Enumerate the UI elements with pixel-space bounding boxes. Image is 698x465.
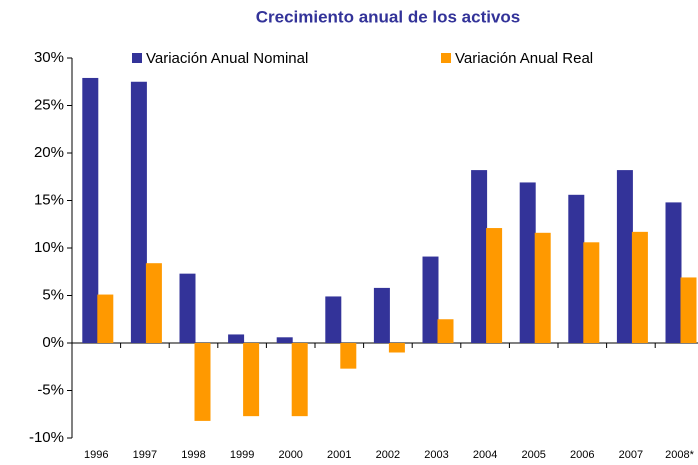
chart-title: Crecimiento anual de los activos — [256, 7, 521, 26]
x-tick-label: 2005 — [521, 449, 545, 461]
bar — [291, 343, 308, 417]
y-tick-label: 30% — [34, 49, 64, 66]
bar — [534, 232, 551, 343]
y-tick-label: 20% — [34, 144, 64, 161]
x-tick-label: 1997 — [133, 449, 157, 461]
y-tick-label: 5% — [42, 286, 64, 303]
bar — [568, 194, 585, 343]
bar — [373, 287, 390, 343]
y-tick-label: -5% — [37, 381, 64, 398]
bar — [388, 343, 405, 353]
bar — [422, 256, 439, 343]
x-tick-label: 2003 — [424, 449, 448, 461]
bar — [179, 273, 196, 343]
x-tick-label: 2004 — [473, 449, 497, 461]
x-tick-label: 1996 — [84, 449, 108, 461]
x-tick-label: 2006 — [570, 449, 594, 461]
legend-swatch — [441, 53, 451, 63]
bar — [437, 319, 454, 343]
bar — [276, 337, 293, 343]
x-tick-label: 2002 — [376, 449, 400, 461]
bar — [583, 242, 600, 343]
x-tick-label: 1998 — [181, 449, 205, 461]
x-tick-label: 2007 — [619, 449, 643, 461]
bar — [228, 334, 245, 343]
y-tick-label: -10% — [29, 429, 64, 446]
bar — [486, 228, 503, 343]
x-tick-label: 1999 — [230, 449, 254, 461]
bar — [519, 182, 536, 343]
bar — [130, 81, 147, 343]
y-tick-label: 0% — [42, 334, 64, 351]
x-tick-label: 2008* — [665, 449, 694, 461]
legend-label: Variación Anual Real — [455, 50, 593, 67]
bar — [325, 296, 342, 343]
bar — [82, 77, 99, 343]
bar — [340, 343, 357, 369]
legend-swatch — [132, 53, 142, 63]
bar — [145, 263, 162, 343]
x-tick-label: 2000 — [278, 449, 302, 461]
y-tick-label: 25% — [34, 96, 64, 113]
legend-label: Variación Anual Nominal — [146, 50, 308, 67]
x-tick-label: 2001 — [327, 449, 351, 461]
bar — [616, 170, 633, 343]
y-tick-label: 10% — [34, 239, 64, 256]
bar — [194, 343, 211, 421]
bar — [97, 294, 114, 343]
bar — [665, 202, 682, 343]
bar — [631, 231, 648, 343]
bar — [471, 170, 488, 343]
bar — [680, 277, 697, 343]
y-tick-label: 15% — [34, 191, 64, 208]
bar — [243, 343, 260, 417]
